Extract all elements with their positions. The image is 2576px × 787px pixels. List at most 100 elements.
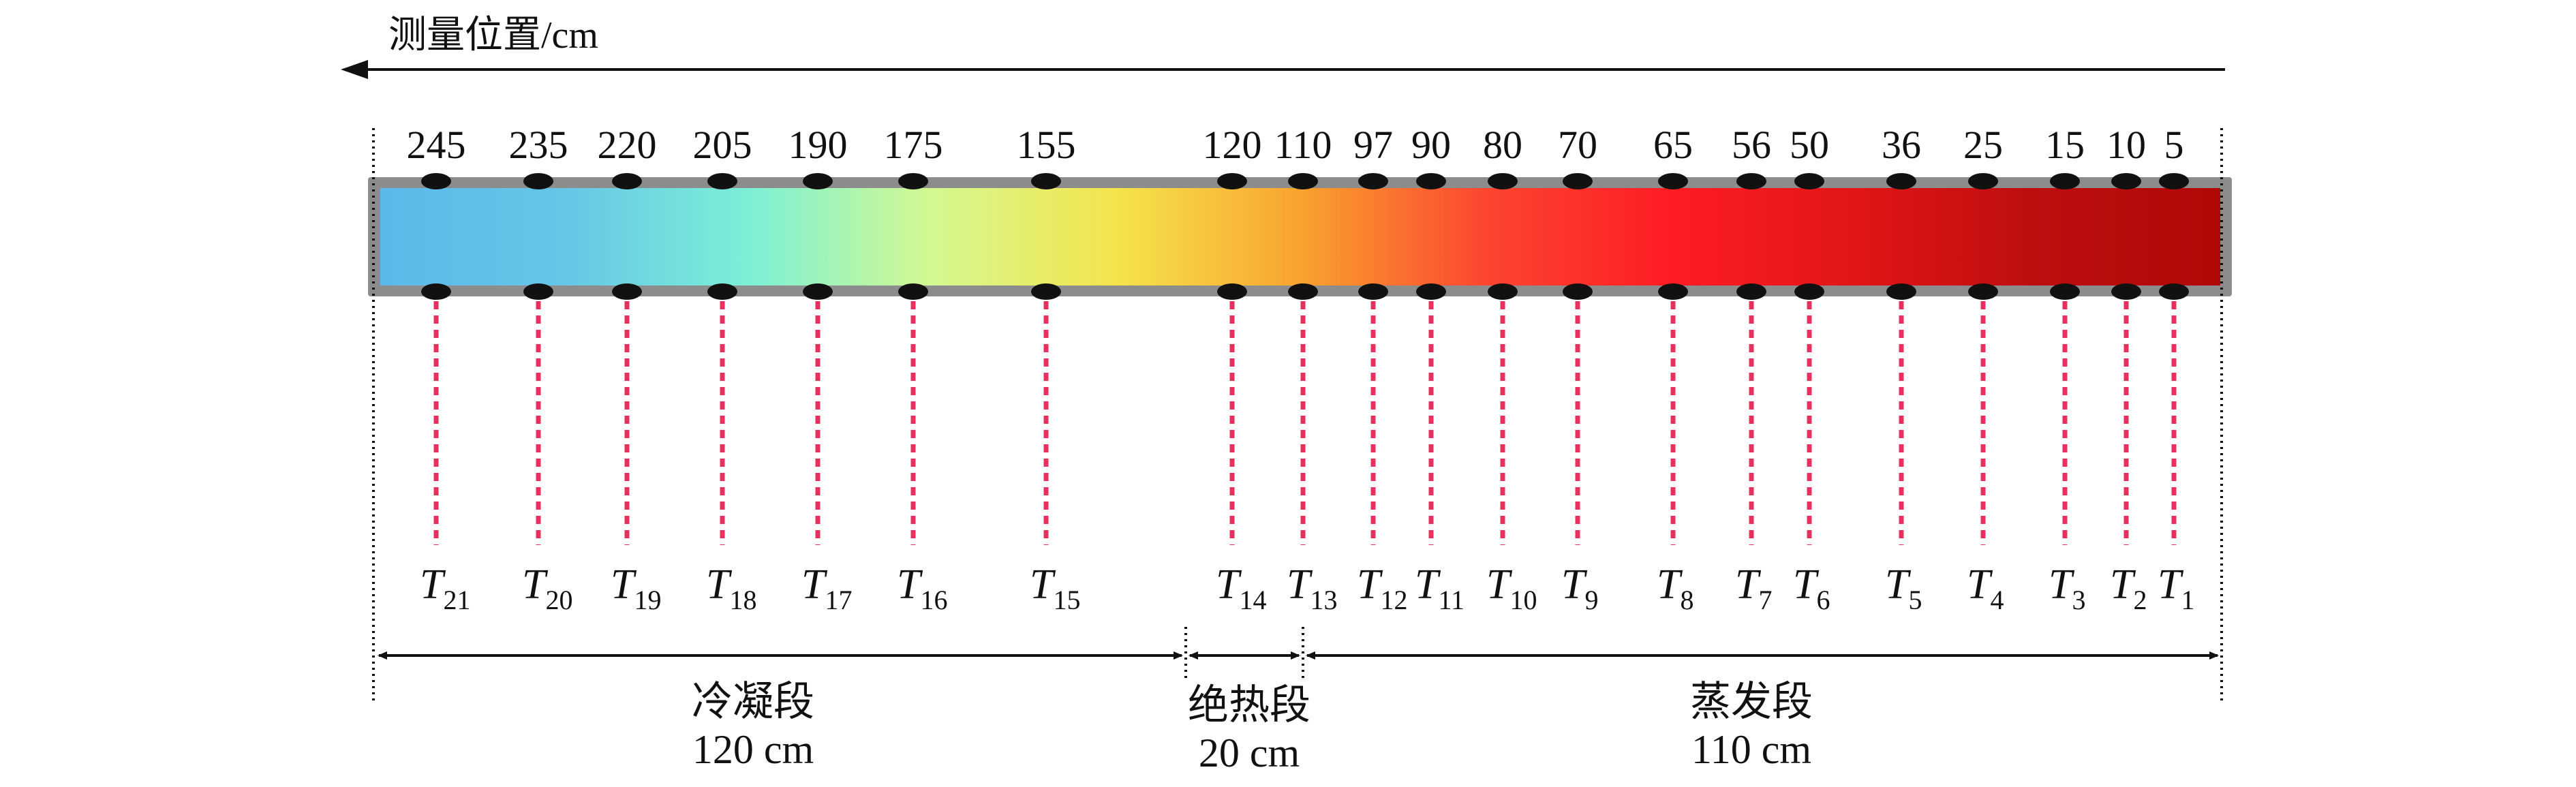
sensor-label: T7: [1735, 561, 1772, 615]
position-label: 190: [788, 123, 848, 167]
sensor-top-marker: [2159, 173, 2189, 189]
sensor-bottom-marker: [1563, 283, 1593, 300]
section-evaporator-name: 蒸发段: [1690, 679, 1813, 724]
position-label: 25: [1963, 123, 2003, 167]
sensor-label: T16: [897, 561, 947, 615]
sensor-label: T10: [1486, 561, 1537, 615]
section-condenser-name: 冷凝段: [692, 679, 814, 724]
sensor-label: T5: [1885, 561, 1922, 615]
position-label: 110: [1274, 123, 1332, 167]
sensor-label: T2: [2110, 561, 2147, 615]
sensor-top-marker: [1416, 173, 1446, 189]
sensor-top-marker: [1488, 173, 1518, 189]
sensor-T11: 90 T11: [1411, 123, 1465, 615]
sensor-label: T19: [611, 561, 661, 615]
sensor-bottom-marker: [523, 283, 553, 300]
sensor-T8: 65 T8: [1653, 123, 1693, 615]
sensor-top-marker: [898, 173, 928, 189]
heat-pipe: [368, 177, 2232, 296]
sensor-label: T20: [522, 561, 572, 615]
sensor-bottom-marker: [707, 283, 737, 300]
sensor-label: T15: [1030, 561, 1080, 615]
sensor-bottom-marker: [1736, 283, 1766, 300]
sensor-top-marker: [1031, 173, 1061, 189]
position-axis: 测量位置/cm: [341, 14, 2225, 79]
sensor-label: T9: [1561, 561, 1598, 615]
sensor-T15: 155 T15: [1017, 123, 1081, 615]
position-label: 65: [1653, 123, 1693, 167]
section-adiabatic-name: 绝热段: [1188, 683, 1310, 728]
axis-label: 测量位置/cm: [388, 14, 598, 57]
axis-arrow-head-icon: [341, 60, 368, 79]
section-condenser-length: 120 cm: [692, 727, 814, 772]
sensor-T10: 80 T10: [1483, 123, 1537, 615]
sensor-top-marker: [2111, 173, 2141, 189]
sensor-label: T11: [1415, 561, 1465, 615]
sensor-T16: 175 T16: [884, 123, 948, 615]
sensor-top-marker: [1288, 173, 1318, 189]
sensor-top-marker: [523, 173, 553, 189]
position-label: 10: [2106, 123, 2146, 167]
sensor-T21: 245 T21: [407, 123, 471, 615]
sensor-bottom-marker: [1794, 283, 1824, 300]
sensor-bottom-marker: [1288, 283, 1318, 300]
position-label: 155: [1017, 123, 1076, 167]
sensor-label: T8: [1657, 561, 1693, 615]
sensor-bottom-marker: [803, 283, 833, 300]
position-label: 15: [2045, 123, 2085, 167]
position-label: 56: [1732, 123, 1771, 167]
section-adiabatic-length: 20 cm: [1199, 730, 1300, 775]
sensor-T7: 56 T7: [1732, 123, 1772, 615]
position-label: 205: [693, 123, 752, 167]
sensor-bottom-marker: [1886, 283, 1916, 300]
sensor-T13: 110 T13: [1274, 123, 1338, 615]
sensor-bottom-marker: [1658, 283, 1688, 300]
sensor-label: T21: [420, 561, 470, 615]
sensor-T17: 190 T17: [788, 123, 853, 615]
sensor-top-marker: [1736, 173, 1766, 189]
sensor-bottom-marker: [1358, 283, 1388, 300]
position-label: 90: [1411, 123, 1451, 167]
sensor-label: T3: [2049, 561, 2085, 615]
sensor-label: T18: [706, 561, 756, 615]
sensors: 245T21235T20220T19205T18190T17175T16155T…: [407, 123, 2195, 615]
sensor-label: T14: [1216, 561, 1266, 615]
sensor-top-marker: [612, 173, 642, 189]
sensor-top-marker: [1658, 173, 1688, 189]
pipe-temperature-gradient: [380, 188, 2220, 286]
sensor-label: T6: [1793, 561, 1830, 615]
position-label: 235: [509, 123, 568, 167]
sensor-top-marker: [707, 173, 737, 189]
sensor-label: T12: [1357, 561, 1407, 615]
section-evaporator-length: 110 cm: [1691, 727, 1811, 772]
sensor-label: T13: [1287, 561, 1337, 615]
sensor-T18: 205 T18: [693, 123, 757, 615]
position-label: 120: [1203, 123, 1262, 167]
sensor-label: T17: [801, 561, 852, 615]
section-labels: 冷凝段 120 cm 绝热段 20 cm 蒸发段 110 cm: [692, 679, 1813, 775]
sensor-bottom-marker: [2159, 283, 2189, 300]
sensor-T3: 15 T3: [2045, 123, 2085, 615]
sensor-bottom-marker: [1031, 283, 1061, 300]
position-label: 5: [2164, 123, 2184, 167]
sensor-T4: 25 T4: [1963, 123, 2004, 615]
sensor-T14: 120 T14: [1203, 123, 1267, 615]
sensor-bottom-marker: [2050, 283, 2080, 300]
position-label: 70: [1558, 123, 1597, 167]
sensor-bottom-marker: [898, 283, 928, 300]
sensor-top-marker: [1968, 173, 1998, 189]
position-label: 97: [1353, 123, 1393, 167]
sensor-label: T1: [2158, 561, 2194, 615]
sensor-top-marker: [1794, 173, 1824, 189]
sensor-T9: 70 T9: [1558, 123, 1598, 615]
sensor-T20: 235 T20: [509, 123, 573, 615]
sensor-top-marker: [1563, 173, 1593, 189]
position-label: 175: [884, 123, 943, 167]
sensor-bottom-marker: [1488, 283, 1518, 300]
sensor-T6: 50 T6: [1790, 123, 1830, 615]
sensor-bottom-marker: [421, 283, 451, 300]
sensor-bottom-marker: [1968, 283, 1998, 300]
position-label: 220: [598, 123, 657, 167]
position-label: 245: [407, 123, 466, 167]
sensor-T19: 220 T19: [598, 123, 662, 615]
